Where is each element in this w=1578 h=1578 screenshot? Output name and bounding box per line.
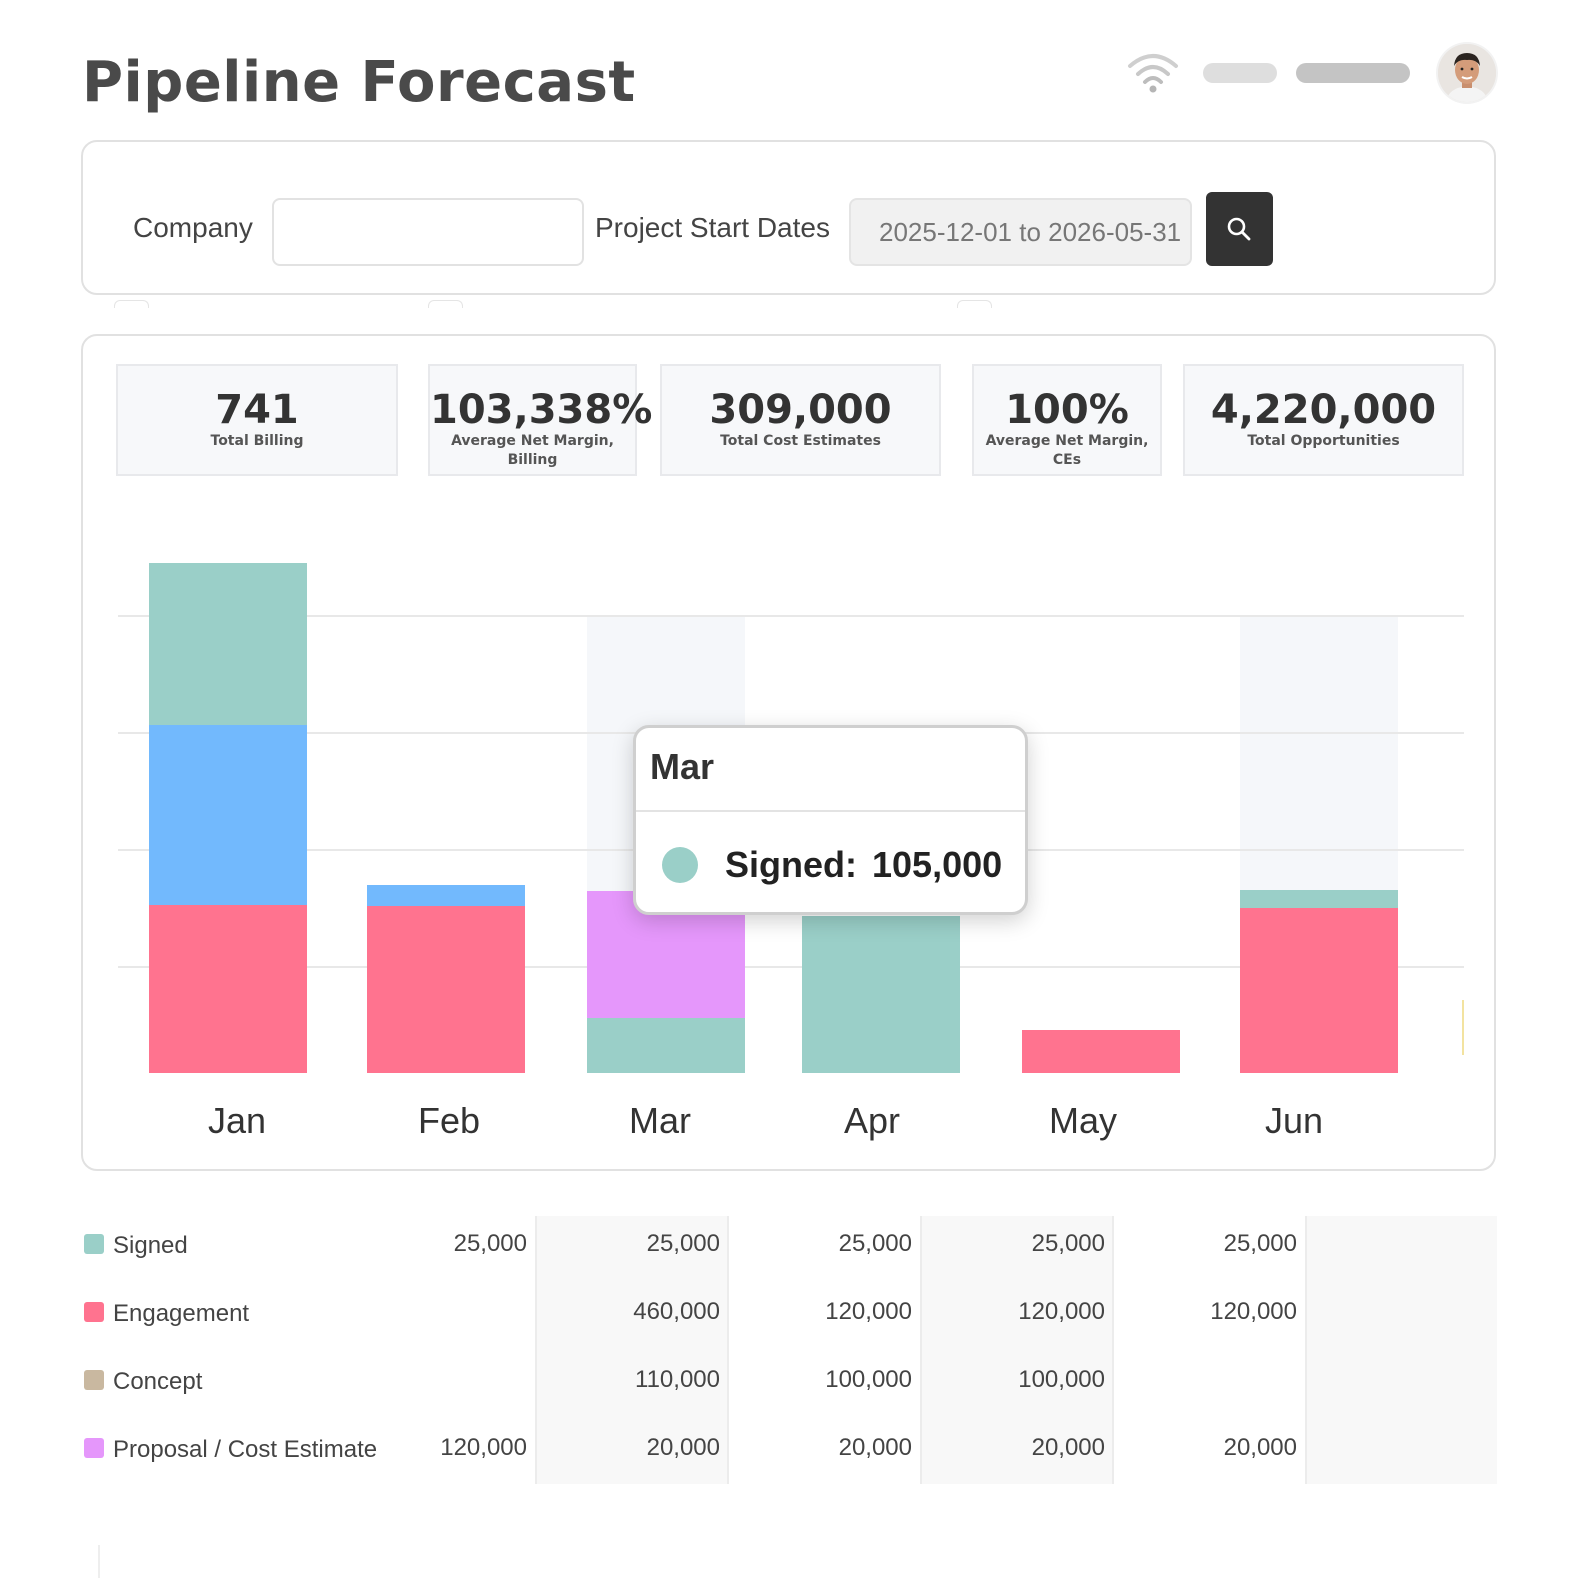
wifi-icon: [1128, 54, 1178, 93]
bar-segment-signed: [149, 563, 307, 725]
stat-value: 100%: [1005, 387, 1129, 433]
stat-label: Total Cost Estimates: [720, 433, 881, 449]
table-cell: 20,000: [646, 1434, 720, 1461]
table-column-shade: [920, 1216, 1112, 1484]
bar-segment-engagement: [367, 906, 525, 1073]
x-tick-label: Feb: [418, 1100, 480, 1141]
stat-value: 309,000: [709, 387, 892, 433]
table-cell: 120,000: [825, 1298, 912, 1325]
page-title: Pipeline Forecast: [82, 50, 636, 115]
row-label-text: Proposal / Cost Estimate: [113, 1436, 378, 1463]
x-tick-label: May: [1049, 1100, 1117, 1141]
tab-hint: [114, 300, 149, 308]
legend-swatch: [84, 1370, 104, 1390]
tooltip-series-name: Signed:: [725, 844, 857, 885]
table-cell: 120,000: [440, 1434, 527, 1461]
stat-total-opportunities: 4,220,000 Total Opportunities: [1183, 364, 1464, 476]
table-cell: 25,000: [838, 1230, 912, 1257]
status-pill-short: [1203, 63, 1277, 83]
avatar[interactable]: [1438, 44, 1496, 102]
scroll-edge: [80, 1545, 100, 1578]
table-row-label[interactable]: Proposal / Cost Estimate: [84, 1436, 377, 1464]
x-tick-label: Jan: [208, 1100, 266, 1141]
table-row-label[interactable]: Engagement: [84, 1300, 249, 1328]
table-cell: 100,000: [1018, 1366, 1105, 1393]
stat-value: 741: [215, 387, 299, 433]
table-cell: 20,000: [838, 1434, 912, 1461]
legend-swatch: [84, 1438, 104, 1458]
tab-hint: [428, 300, 463, 308]
x-tick-label: Apr: [844, 1100, 900, 1141]
bar-segment-blue: [149, 725, 307, 905]
tooltip-series-marker: [662, 847, 698, 883]
stat-label: Average Net Margin, Billing: [451, 433, 614, 468]
x-tick-label: Mar: [629, 1100, 691, 1141]
row-label-text: Signed: [113, 1232, 188, 1259]
stat-label: Total Opportunities: [1247, 433, 1400, 449]
bar-segment-signed: [1240, 890, 1398, 908]
stat-total-billing: 741 Total Billing: [116, 364, 398, 476]
bar-segment-engagement: [1022, 1030, 1180, 1073]
stat-value: 103,338%: [430, 387, 653, 433]
legend-swatch: [84, 1302, 104, 1322]
date-range-input[interactable]: 2025-12-01 to 2026-05-31: [849, 198, 1192, 266]
table-column-shade: [535, 1216, 727, 1484]
row-label-text: Engagement: [113, 1300, 250, 1327]
company-input[interactable]: [272, 198, 584, 266]
tooltip-series-value: 105,000: [872, 844, 1003, 885]
stat-label: Total Billing: [210, 433, 304, 449]
table-cell: 25,000: [453, 1230, 527, 1257]
tab-hint: [957, 300, 992, 308]
stat-avg-net-margin-billing: 103,338% Average Net Margin, Billing: [428, 364, 653, 476]
table-cell: 25,000: [1031, 1230, 1105, 1257]
chart-tooltip: Mar Signed: 105,000: [633, 725, 1028, 915]
table-column-divider: [1112, 1216, 1114, 1484]
stat-value: 4,220,000: [1210, 387, 1437, 433]
table-row-label[interactable]: Signed: [84, 1232, 188, 1260]
user-avatar-icon: [1438, 44, 1496, 102]
stat-avg-net-margin-ces: 100% Average Net Margin, CEs: [972, 364, 1162, 476]
table-column-divider: [727, 1216, 729, 1484]
table-cell: 20,000: [1031, 1434, 1105, 1461]
tooltip-divider: [636, 810, 1025, 812]
search-icon: [1227, 217, 1251, 241]
bar-segment-blue: [367, 885, 525, 906]
table-cell: 120,000: [1210, 1298, 1297, 1325]
x-tick-label: Jun: [1265, 1100, 1323, 1141]
stat-total-cost-estimates: 309,000 Total Cost Estimates: [660, 364, 941, 476]
bar-segment-signed: [587, 1018, 745, 1073]
search-button[interactable]: [1206, 192, 1273, 266]
table-cell: 20,000: [1223, 1434, 1297, 1461]
table-cell: 120,000: [1018, 1298, 1105, 1325]
bar-segment-signed: [802, 916, 960, 1073]
project-start-dates-label: Project Start Dates: [595, 212, 830, 243]
company-label: Company: [133, 212, 253, 243]
tooltip-title: Mar: [650, 746, 715, 787]
bar-segment-engagement: [1240, 908, 1398, 1073]
table-cell: 110,000: [635, 1366, 720, 1393]
table-cell: 25,000: [1223, 1230, 1297, 1257]
stat-label: Average Net Margin, CEs: [985, 433, 1149, 468]
table-row-label[interactable]: Concept: [84, 1368, 202, 1396]
status-pill-long: [1296, 63, 1410, 83]
table-cell: 460,000: [633, 1298, 720, 1325]
table-cell: 25,000: [646, 1230, 720, 1257]
table-cell: 100,000: [825, 1366, 912, 1393]
bar-segment-engagement: [149, 905, 307, 1073]
table-column-shade: [1305, 1216, 1497, 1484]
legend-swatch: [84, 1234, 104, 1254]
row-label-text: Concept: [113, 1368, 203, 1395]
